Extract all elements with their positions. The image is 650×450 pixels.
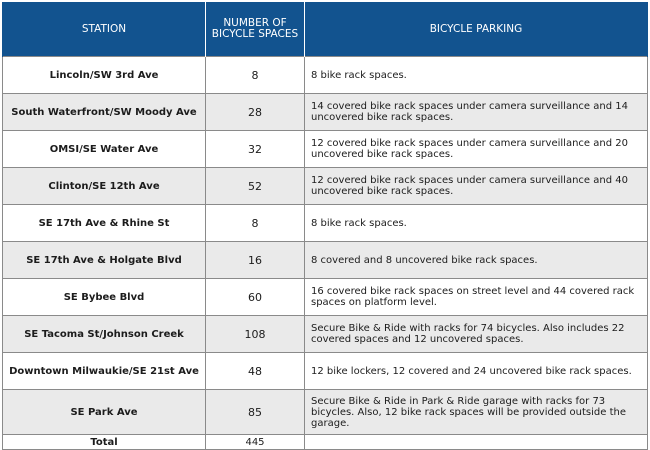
parking-cell: 8 bike rack spaces. <box>304 56 648 94</box>
header-number-of-spaces: NUMBER OF BICYCLE SPACES <box>205 2 305 57</box>
spaces-cell: 60 <box>205 278 305 316</box>
station-cell: Lincoln/SW 3rd Ave <box>2 56 206 94</box>
spaces-cell: 8 <box>205 56 305 94</box>
total-parking <box>304 434 648 450</box>
parking-cell: 8 bike rack spaces. <box>304 204 648 242</box>
station-cell: SE 17th Ave & Holgate Blvd <box>2 241 206 279</box>
table-row: Downtown Milwaukie/SE 21st Ave 48 12 bik… <box>2 352 648 390</box>
parking-cell: Secure Bike & Ride with racks for 74 bic… <box>304 315 648 353</box>
table-row: Clinton/SE 12th Ave 52 12 covered bike r… <box>2 167 648 205</box>
parking-cell: 16 covered bike rack spaces on street le… <box>304 278 648 316</box>
total-label: Total <box>2 434 206 450</box>
spaces-cell: 108 <box>205 315 305 353</box>
table-row: SE 17th Ave & Rhine St 8 8 bike rack spa… <box>2 204 648 242</box>
parking-cell: 12 covered bike rack spaces under camera… <box>304 130 648 168</box>
parking-cell: 12 bike lockers, 12 covered and 24 uncov… <box>304 352 648 390</box>
spaces-cell: 28 <box>205 93 305 131</box>
parking-cell: 14 covered bike rack spaces under camera… <box>304 93 648 131</box>
spaces-cell: 48 <box>205 352 305 390</box>
table-row: SE Park Ave 85 Secure Bike & Ride in Par… <box>2 389 648 435</box>
spaces-cell: 16 <box>205 241 305 279</box>
table-row: SE Tacoma St/Johnson Creek 108 Secure Bi… <box>2 315 648 353</box>
station-cell: SE Bybee Blvd <box>2 278 206 316</box>
table-row: South Waterfront/SW Moody Ave 28 14 cove… <box>2 93 648 131</box>
station-cell: South Waterfront/SW Moody Ave <box>2 93 206 131</box>
table-header: STATION NUMBER OF BICYCLE SPACES BICYCLE… <box>2 2 648 57</box>
station-cell: SE 17th Ave & Rhine St <box>2 204 206 242</box>
parking-cell: Secure Bike & Ride in Park & Ride garage… <box>304 389 648 435</box>
station-cell: Downtown Milwaukie/SE 21st Ave <box>2 352 206 390</box>
header-bicycle-parking: BICYCLE PARKING <box>304 2 648 57</box>
station-cell: SE Tacoma St/Johnson Creek <box>2 315 206 353</box>
header-station: STATION <box>2 2 206 57</box>
station-cell: SE Park Ave <box>2 389 206 435</box>
table-row: SE 17th Ave & Holgate Blvd 16 8 covered … <box>2 241 648 279</box>
total-row: Total 445 <box>2 434 648 450</box>
parking-cell: 12 covered bike rack spaces under camera… <box>304 167 648 205</box>
spaces-cell: 85 <box>205 389 305 435</box>
station-cell: Clinton/SE 12th Ave <box>2 167 206 205</box>
parking-cell: 8 covered and 8 uncovered bike rack spac… <box>304 241 648 279</box>
table-row: Lincoln/SW 3rd Ave 8 8 bike rack spaces. <box>2 56 648 94</box>
table-row: OMSI/SE Water Ave 32 12 covered bike rac… <box>2 130 648 168</box>
total-spaces: 445 <box>205 434 305 450</box>
spaces-cell: 8 <box>205 204 305 242</box>
spaces-cell: 52 <box>205 167 305 205</box>
table-body: Lincoln/SW 3rd Ave 8 8 bike rack spaces.… <box>2 56 648 450</box>
table-row: SE Bybee Blvd 60 16 covered bike rack sp… <box>2 278 648 316</box>
station-cell: OMSI/SE Water Ave <box>2 130 206 168</box>
spaces-cell: 32 <box>205 130 305 168</box>
